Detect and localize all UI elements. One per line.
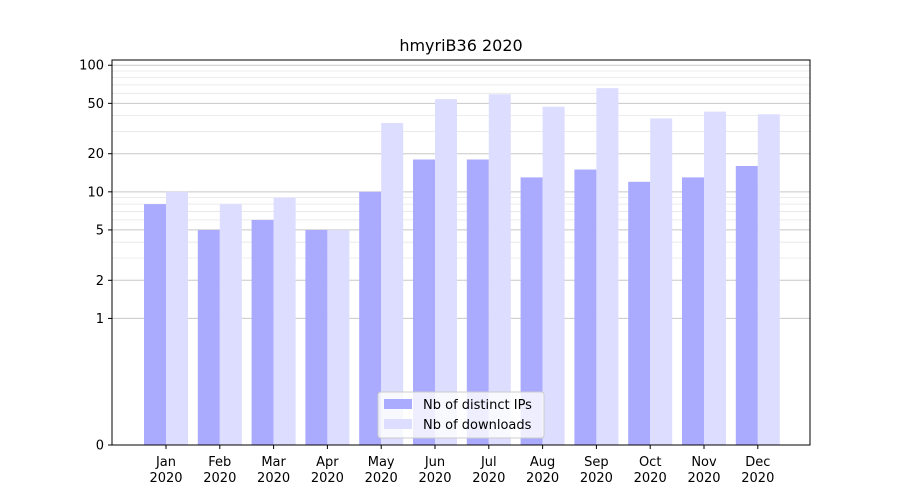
x-tick-label-year: 2020 <box>472 471 505 486</box>
legend: Nb of distinct IPs Nb of downloads <box>377 391 545 439</box>
bar-downloads <box>381 122 404 445</box>
x-tick-label-year: 2020 <box>311 471 344 486</box>
bar-distinct-ips <box>305 229 328 445</box>
bar-downloads <box>704 111 726 445</box>
y-tick-label: 5 <box>96 223 104 238</box>
y-tick-label: 2 <box>96 274 104 289</box>
bar-downloads <box>273 197 296 445</box>
bar-downloads <box>219 204 242 445</box>
bar-downloads <box>435 99 457 445</box>
x-tick-label-month: Mar <box>261 455 286 470</box>
bar-downloads <box>596 88 619 445</box>
x-tick-label-month: Dec <box>745 455 770 470</box>
x-axis: Jan2020Feb2020Mar2020Apr2020May2020Jun20… <box>149 445 774 486</box>
bar-downloads <box>650 118 673 445</box>
x-tick-label-month: Oct <box>639 455 661 470</box>
x-tick-label-month: May <box>368 455 395 470</box>
x-tick-label-year: 2020 <box>526 471 559 486</box>
bar-distinct-ips <box>466 159 489 445</box>
bar-downloads <box>542 106 565 445</box>
y-tick-label: 100 <box>79 59 104 74</box>
bar-distinct-ips <box>359 191 382 445</box>
bar-distinct-ips <box>520 177 543 446</box>
x-tick-label-month: Jul <box>480 455 497 470</box>
bar-distinct-ips <box>413 159 435 445</box>
bar-distinct-ips <box>197 229 220 445</box>
x-tick-label-year: 2020 <box>418 471 451 486</box>
bar-distinct-ips <box>251 219 274 445</box>
bar-downloads <box>757 114 780 445</box>
legend-swatch-downloads <box>384 419 412 429</box>
x-tick-label-month: Apr <box>316 455 339 470</box>
x-tick-label-year: 2020 <box>203 471 236 486</box>
legend-box <box>377 391 545 439</box>
x-tick-label-month: Nov <box>691 455 717 470</box>
x-tick-label-month: Jun <box>424 455 445 470</box>
bar-downloads <box>327 229 350 445</box>
x-tick-label-year: 2020 <box>741 471 774 486</box>
bar-distinct-ips <box>682 177 704 446</box>
bar-distinct-ips <box>574 169 597 445</box>
y-tick-label: 50 <box>87 97 104 112</box>
legend-swatch-ips <box>384 399 412 409</box>
bar-distinct-ips <box>144 204 166 445</box>
x-tick-label-month: Jan <box>155 455 176 470</box>
y-tick-label: 1 <box>96 312 104 327</box>
y-tick-label: 20 <box>87 147 104 162</box>
x-tick-label-month: Sep <box>584 455 609 470</box>
legend-label-ips: Nb of distinct IPs <box>423 398 532 413</box>
plot-frame <box>111 59 811 446</box>
x-tick-label-year: 2020 <box>257 471 290 486</box>
x-tick-label-month: Feb <box>208 455 231 470</box>
bars <box>144 88 780 446</box>
bar-distinct-ips <box>628 181 651 445</box>
bar-downloads <box>166 191 188 445</box>
y-axis: 0 1 2 5 10 20 50 100 <box>79 59 112 454</box>
x-tick-label-year: 2020 <box>365 471 398 486</box>
y-tick-label: 0 <box>96 439 104 454</box>
x-tick-label-year: 2020 <box>687 471 720 486</box>
x-tick-label-year: 2020 <box>580 471 613 486</box>
chart-title: hmyriB36 2020 <box>399 36 522 55</box>
y-tick-label: 10 <box>87 185 104 200</box>
x-tick-label-year: 2020 <box>149 471 182 486</box>
x-tick-label-month: Aug <box>530 455 555 470</box>
legend-label-downloads: Nb of downloads <box>423 418 532 433</box>
bar-downloads <box>488 94 511 446</box>
bar-distinct-ips <box>735 165 758 446</box>
x-tick-label-year: 2020 <box>634 471 667 486</box>
